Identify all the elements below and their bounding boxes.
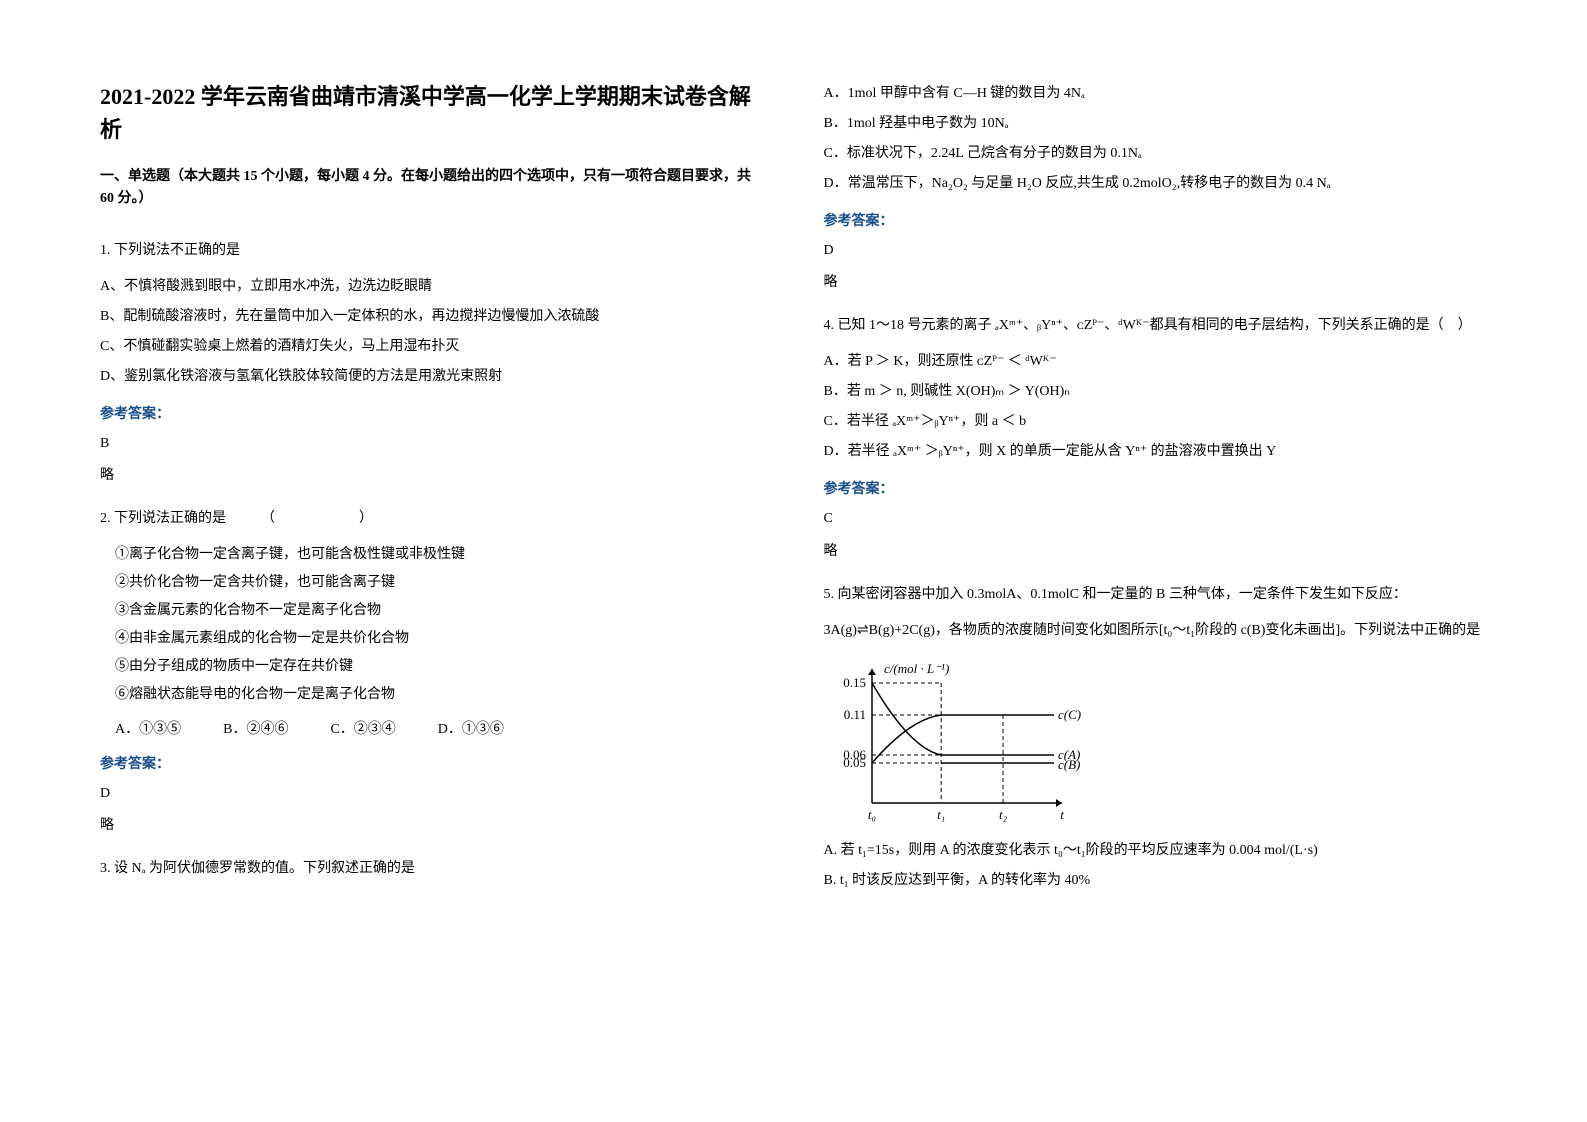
q4-optD: D．若半径 ₐXᵐ⁺ ＞ᵦYⁿ⁺，则 X 的单质一定能从含 Yⁿ⁺ 的盐溶液中置… — [824, 438, 1488, 466]
q2-brief: 略 — [100, 814, 764, 834]
q4-stem: 4. 已知 1～18 号元素的离子 ₐXᵐ⁺、ᵦYⁿ⁺、ᴄZᴾ⁻、ᵈWᴷ⁻都具有… — [824, 313, 1488, 338]
q3-optB: B．1mol 羟基中电子数为 10Nₐ — [824, 110, 1488, 138]
q3-answer-label: 参考答案： — [824, 210, 1488, 230]
svg-text:t₁: t₁ — [937, 807, 945, 822]
q2-answer-label: 参考答案： — [100, 753, 764, 773]
q5-stem2: 3A(g)⇌B(g)+2C(g)，各物质的浓度随时间变化如图所示[t₀～t₁阶段… — [824, 617, 1488, 645]
q4-answer: C — [824, 506, 1488, 531]
concentration-chart: c/(mol · L⁻¹)0.150.110.060.05c(C)c(A)c(B… — [824, 657, 1488, 827]
svg-text:0.15: 0.15 — [843, 675, 866, 690]
q2-item5: ⑤由分子组成的物质中一定存在共价键 — [115, 653, 764, 681]
svg-text:c(C): c(C) — [1058, 707, 1081, 722]
q4-optA: A．若 P ＞ K，则还原性 ᴄZᴾ⁻ ＜ ᵈWᴷ⁻ — [824, 348, 1488, 376]
q1-stem: 1. 下列说法不正确的是 — [100, 238, 764, 263]
left-column: 2021-2022 学年云南省曲靖市清溪中学高一化学上学期期末试卷含解析 一、单… — [100, 80, 764, 1042]
q4-brief: 略 — [824, 540, 1488, 560]
q2-item4: ④由非金属元素组成的化合物一定是共价化合物 — [115, 625, 764, 653]
q1-optC: C、不慎碰翻实验桌上燃着的酒精灯失火，马上用湿布扑灭 — [100, 333, 764, 361]
chart-svg: c/(mol · L⁻¹)0.150.110.060.05c(C)c(A)c(B… — [824, 657, 1104, 827]
svg-text:c(B): c(B) — [1058, 757, 1080, 772]
q3-optD: D．常温常压下，Na₂O₂ 与足量 H₂O 反应,共生成 0.2molO₂,转移… — [824, 170, 1488, 198]
q3-brief: 略 — [824, 271, 1488, 291]
q3-answer: D — [824, 238, 1488, 263]
q2-item3: ③含金属元素的化合物不一定是离子化合物 — [115, 597, 764, 625]
q5-optB: B. t₁ 时该反应达到平衡，A 的转化率为 40% — [824, 867, 1488, 895]
section-header: 一、单选题（本大题共 15 个小题，每小题 4 分。在每小题给出的四个选项中，只… — [100, 166, 764, 211]
q5-stem1: 5. 向某密闭容器中加入 0.3molA、0.1molC 和一定量的 B 三种气… — [824, 582, 1488, 607]
q4-optC: C．若半径 ₐXᵐ⁺＞ᵦYⁿ⁺，则 a ＜ b — [824, 408, 1488, 436]
svg-text:0.11: 0.11 — [843, 707, 865, 722]
q1-brief: 略 — [100, 464, 764, 484]
q2-answer: D — [100, 781, 764, 806]
q1-answer: B — [100, 431, 764, 456]
svg-text:t₂: t₂ — [998, 807, 1007, 822]
q1-optB: B、配制硫酸溶液时，先在量筒中加入一定体积的水，再边搅拌边慢慢加入浓硫酸 — [100, 303, 764, 331]
q2-options: A．①③⑤ B．②④⑥ C．②③④ D．①③⑥ — [115, 717, 764, 742]
svg-text:t₀: t₀ — [867, 807, 875, 822]
q1-optD: D、鉴别氯化铁溶液与氢氧化铁胶体较简便的方法是用激光束照射 — [100, 363, 764, 391]
svg-text:c/(mol · L⁻¹): c/(mol · L⁻¹) — [884, 661, 949, 676]
q2-stem: 2. 下列说法正确的是 （ ） — [100, 506, 764, 531]
q3-optC: C．标准状况下，2.24L 己烷含有分子的数目为 0.1Nₐ — [824, 140, 1488, 168]
q2-item2: ②共价化合物一定含共价键，也可能含离子键 — [115, 569, 764, 597]
q2-item6: ⑥熔融状态能导电的化合物一定是离子化合物 — [115, 681, 764, 709]
q2-item1: ①离子化合物一定含离子键，也可能含极性键或非极性键 — [115, 541, 764, 569]
q1-optA: A、不慎将酸溅到眼中，立即用水冲洗，边洗边眨眼睛 — [100, 273, 764, 301]
q4-optB: B．若 m ＞ n, 则碱性 X(OH)ₘ ＞ Y(OH)ₙ — [824, 378, 1488, 406]
exam-title: 2021-2022 学年云南省曲靖市清溪中学高一化学上学期期末试卷含解析 — [100, 80, 764, 146]
q4-answer-label: 参考答案： — [824, 478, 1488, 498]
q3-optA: A．1mol 甲醇中含有 C—H 键的数目为 4Nₐ — [824, 80, 1488, 108]
right-column: A．1mol 甲醇中含有 C—H 键的数目为 4Nₐ B．1mol 羟基中电子数… — [824, 80, 1488, 1042]
svg-text:t: t — [1060, 807, 1064, 822]
q1-answer-label: 参考答案： — [100, 403, 764, 423]
q3-stem: 3. 设 Nₐ 为阿伏伽德罗常数的值。下列叙述正确的是 — [100, 856, 764, 881]
svg-text:0.05: 0.05 — [843, 755, 866, 770]
q5-optA: A. 若 t₁=15s，则用 A 的浓度变化表示 t₀～t₁阶段的平均反应速率为… — [824, 837, 1488, 865]
